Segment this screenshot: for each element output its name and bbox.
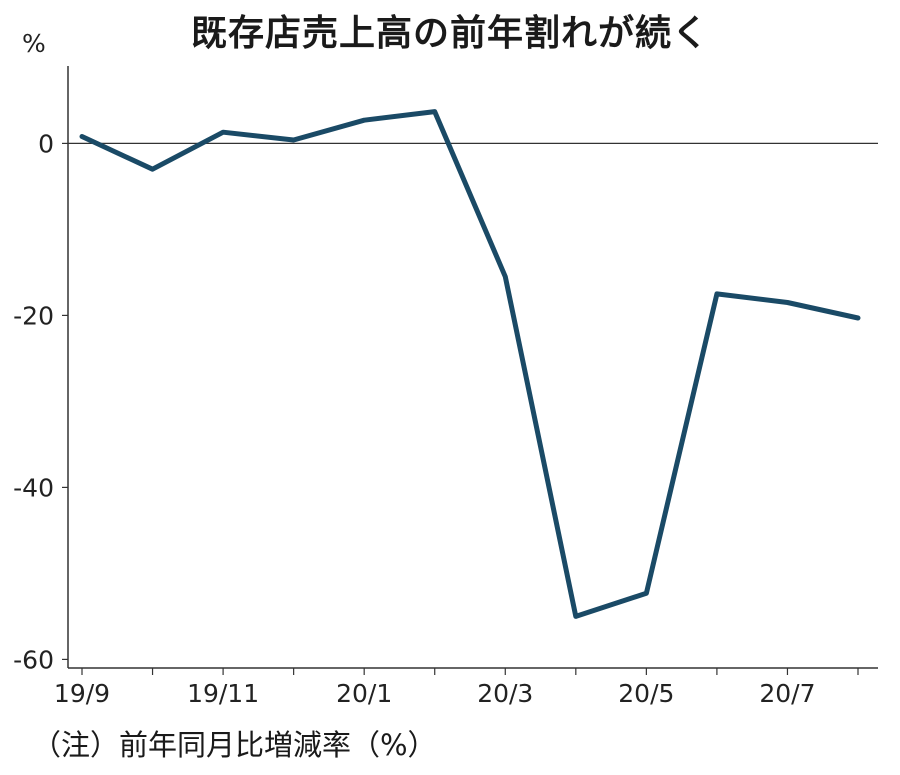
y-tick-label: -20: [13, 301, 54, 330]
x-axis-ticks: 19/9 19/11 20/1 20/3 20/5 20/7: [54, 668, 859, 708]
x-tick-label: 20/3: [477, 679, 533, 708]
x-tick-label: 20/7: [759, 679, 815, 708]
x-tick-label: 20/5: [618, 679, 674, 708]
chart-title: 既存店売上高の前年割れが続く: [190, 13, 709, 54]
axes: [67, 66, 878, 669]
y-tick-label: -40: [13, 473, 54, 502]
y-axis-ticks: 0 -20 -40 -60: [13, 129, 68, 674]
y-unit-label: %: [22, 29, 46, 58]
y-tick-label: 0: [38, 129, 54, 158]
series-line: [79, 109, 861, 619]
series-group: [79, 109, 861, 619]
x-tick-label: 19/11: [187, 679, 259, 708]
chart-note: （注）前年同月比増減率（%）: [32, 728, 437, 762]
x-tick-label: 19/9: [54, 679, 110, 708]
y-tick-label: -60: [13, 645, 54, 674]
x-tick-label: 20/1: [336, 679, 392, 708]
